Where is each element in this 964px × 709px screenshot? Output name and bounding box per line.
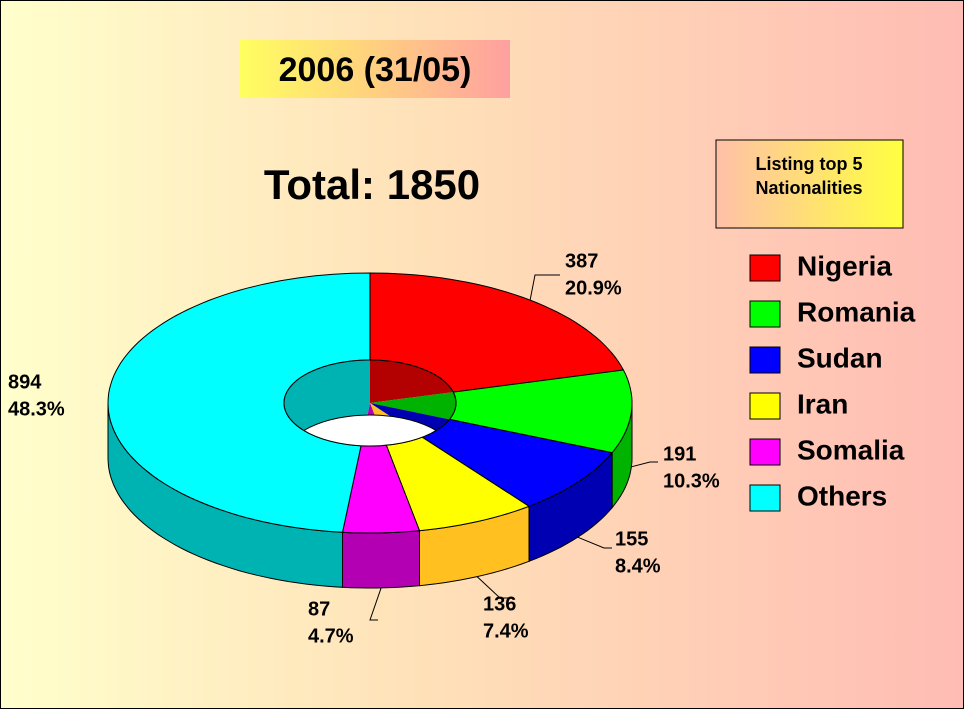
- data-label: 155: [615, 528, 648, 550]
- leader-line: [369, 587, 382, 621]
- data-label: 191: [663, 443, 696, 465]
- legend-label: Sudan: [797, 342, 883, 373]
- leader-line: [476, 576, 508, 599]
- legend-swatch: [749, 300, 781, 328]
- leader-line: [529, 274, 560, 301]
- chart-subtitle: Total: 1850: [264, 161, 480, 208]
- data-label: 87: [308, 598, 330, 620]
- data-label-percent: 7.4%: [483, 620, 529, 642]
- data-label-percent: 8.4%: [615, 555, 661, 577]
- legend-label: Iran: [797, 388, 848, 419]
- data-label: 387: [565, 250, 598, 272]
- slice-side: [342, 530, 420, 589]
- data-label: 894: [8, 371, 42, 393]
- data-label-percent: 48.3%: [8, 398, 65, 420]
- legend-label: Nigeria: [797, 250, 892, 281]
- chart-title: 2006 (31/05): [279, 51, 472, 89]
- leader-line: [631, 461, 658, 468]
- legend-title: Listing top 5 Nationalities: [755, 154, 862, 198]
- legend-label: Others: [797, 480, 887, 511]
- legend-title-box: [715, 139, 904, 229]
- data-label: 136: [483, 593, 516, 615]
- data-label-percent: 20.9%: [565, 277, 622, 299]
- hole-rim: [283, 359, 457, 447]
- legend-swatch: [749, 484, 781, 512]
- plot: [107, 272, 658, 621]
- leader-line: [577, 536, 612, 549]
- legend-swatch: [749, 392, 781, 420]
- legend-swatch: [749, 346, 781, 374]
- data-label-percent: 10.3%: [663, 470, 720, 492]
- legend-swatch: [749, 438, 781, 466]
- title-box: [240, 40, 510, 98]
- hole-floor: [284, 414, 456, 446]
- legend-swatch: [749, 254, 781, 282]
- legend-label: Somalia: [797, 434, 905, 465]
- legend-label: Romania: [797, 296, 916, 327]
- data-label-percent: 4.7%: [308, 625, 354, 647]
